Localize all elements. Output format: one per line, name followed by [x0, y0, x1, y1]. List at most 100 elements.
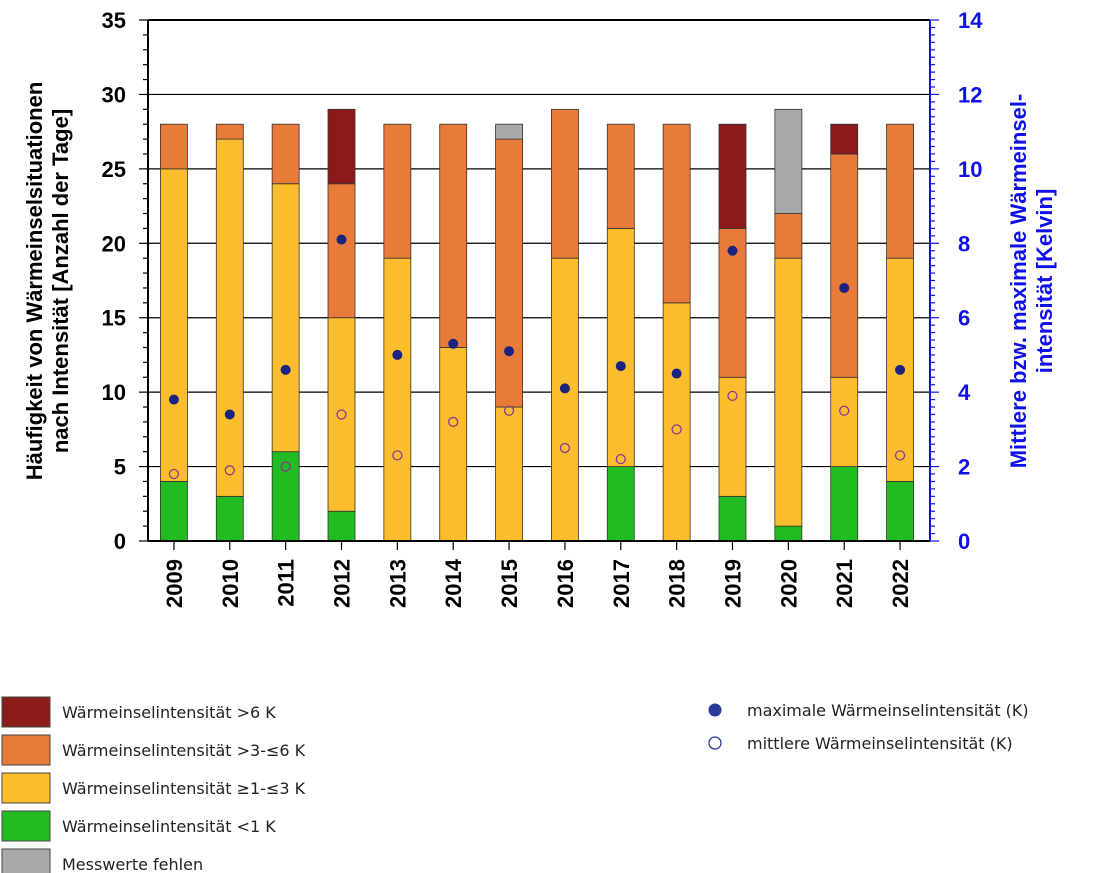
bar-2014-series-2	[439, 123, 468, 348]
point-mean-2019	[727, 390, 738, 402]
point-mean-2011	[280, 461, 291, 472]
bar-2016-series-1	[551, 257, 579, 542]
bar-2015-series-2	[495, 138, 523, 408]
legend-marker-open	[708, 736, 722, 750]
point-mean-2012	[336, 409, 347, 420]
y-tick-label-right-14: 14	[958, 8, 983, 33]
bar-2010-series-2	[215, 123, 244, 140]
y-tick-label-left-0: 0	[114, 529, 126, 554]
y-tick-label-right-10: 10	[958, 157, 982, 182]
point-max-2022	[895, 364, 906, 375]
bar-2021-series-0	[830, 466, 859, 542]
legend-swatch-1	[1, 734, 51, 766]
point-max-2010	[224, 409, 235, 420]
y-tick-label-left-35: 35	[102, 8, 126, 33]
point-max-2021	[839, 282, 850, 293]
y-tick-label-right-0: 0	[958, 529, 970, 554]
x-tick-label-2015: 2015	[497, 559, 522, 608]
point-max-2016	[559, 383, 570, 394]
y-tick-label-left-30: 30	[102, 82, 126, 107]
x-tick-label-2017: 2017	[609, 559, 634, 608]
x-tick-label-2019: 2019	[721, 559, 746, 608]
x-tick-label-2022: 2022	[888, 559, 913, 608]
y-tick-label-left-5: 5	[114, 455, 126, 480]
x-tick-label-2012: 2012	[330, 559, 355, 608]
point-max-2011	[280, 364, 291, 375]
bar-2009-series-1	[160, 168, 188, 482]
x-tick-label-2013: 2013	[385, 559, 410, 608]
legend-label-0: Wärmeinselintensität >6 K	[62, 703, 276, 722]
bar-2019-series-0	[718, 495, 747, 542]
bar-2020-series-4	[774, 108, 803, 214]
y-tick-label-left-25: 25	[102, 157, 126, 182]
point-max-2017	[615, 361, 626, 372]
x-tick-label-2018: 2018	[665, 559, 690, 608]
bar-2010-series-0	[215, 495, 244, 542]
x-tick-label-2009: 2009	[162, 559, 187, 608]
legend: Wärmeinselintensität >6 K Wärmeinselinten…	[1, 696, 1029, 873]
point-max-2015	[504, 346, 515, 357]
bar-2019-series-3	[718, 123, 747, 229]
bar-2013-series-2	[383, 123, 412, 259]
bar-2015-series-1	[495, 406, 523, 542]
x-tick-label-2016: 2016	[553, 559, 578, 608]
x-tick-label-2020: 2020	[776, 559, 801, 608]
bar-2009-series-0	[160, 481, 188, 542]
bar-2022-series-2	[886, 123, 914, 259]
bar-2012-series-0	[327, 510, 356, 542]
point-max-2014	[448, 338, 459, 349]
point-mean-2022	[894, 450, 906, 461]
y-axis-label-right-line1: Mittlere bzw. maximale Wärmeinsel-	[1006, 94, 1031, 469]
x-tick-label-2014: 2014	[441, 558, 466, 608]
axes: 0 5 10 15 20 25 30 35 0 2 4 6 8 10 12 14 2009 2010 2011 201…	[102, 8, 984, 608]
point-mean-2016	[559, 442, 571, 454]
legend-label-4: Messwerte fehlen	[62, 855, 203, 873]
y-tick-label-right-8: 8	[958, 231, 970, 256]
bar-2021-series-1	[830, 376, 859, 467]
y-axis-label-right-line2: intensität [Kelvin]	[1032, 189, 1057, 374]
bar-2009-series-2	[160, 123, 188, 170]
legend-marker-filled	[708, 703, 722, 717]
bar-2010-series-1	[215, 138, 244, 497]
legend-swatch-0	[1, 696, 51, 728]
bar-2021-series-2	[830, 153, 859, 378]
point-mean-2009	[168, 468, 180, 480]
bar-2012-series-3	[327, 108, 356, 185]
bar-2020-series-0	[774, 525, 803, 542]
point-mean-2015	[503, 405, 515, 416]
bar-2021-series-3	[830, 123, 859, 155]
point-mean-2021	[839, 405, 850, 416]
point-mean-2018	[671, 424, 682, 435]
legend-label-3: Wärmeinselintensität <1 K	[62, 817, 276, 836]
y-axis-label-left-line1: Häufigkeit von Wärmeinselsituationen	[22, 82, 47, 481]
bar-2015-series-4	[495, 123, 523, 140]
bar-2019-series-1	[718, 376, 747, 497]
legend-right-label-0: maximale Wärmeinselintensität (K)	[747, 701, 1029, 720]
bar-2011-series-1	[271, 183, 300, 453]
bar-2020-series-2	[774, 213, 803, 259]
legend-right-label-1: mittlere Wärmeinselintensität (K)	[747, 734, 1013, 753]
y-tick-label-left-15: 15	[102, 306, 126, 331]
y-tick-label-right-12: 12	[958, 82, 982, 107]
point-max-2018	[671, 368, 682, 379]
legend-swatch-3	[1, 810, 51, 842]
point-mean-2013	[392, 450, 403, 461]
legend-label-1: Wärmeinselintensität >3-≤6 K	[62, 741, 306, 760]
bar-stacks	[160, 108, 914, 542]
grid-lines	[148, 19, 930, 468]
bar-2012-series-1	[327, 317, 356, 512]
point-mean-2014	[448, 416, 459, 428]
bar-2017-series-1	[606, 227, 635, 467]
bar-2018-series-2	[662, 123, 691, 304]
bar-2017-series-2	[606, 123, 635, 229]
bar-2014-series-1	[439, 347, 468, 542]
y-tick-label-left-20: 20	[102, 231, 126, 256]
legend-swatch-2	[1, 772, 51, 804]
point-max-2019	[727, 245, 738, 256]
y-axis-label-left-line2: nach Intensität [Anzahl der Tage]	[48, 109, 73, 453]
legend-swatch-4	[1, 848, 51, 873]
y-tick-label-left-10: 10	[102, 380, 126, 405]
y-tick-label-right-6: 6	[958, 306, 970, 331]
bar-2011-series-2	[271, 123, 300, 185]
